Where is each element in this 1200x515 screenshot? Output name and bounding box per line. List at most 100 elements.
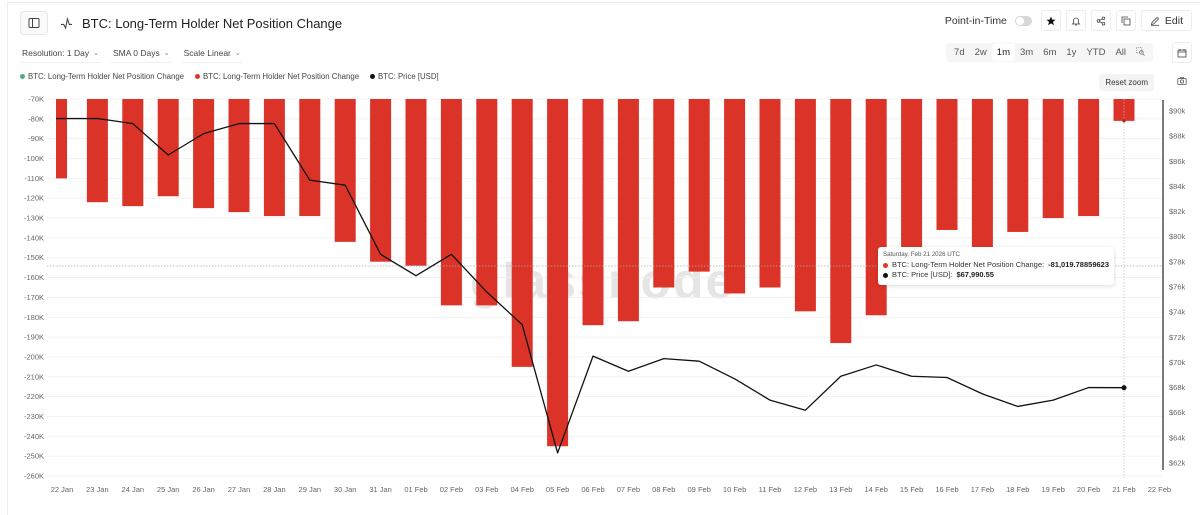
bell-icon xyxy=(1071,17,1081,25)
legend-item-lth-green[interactable]: BTC: Long-Term Holder Net Position Chang… xyxy=(20,72,184,81)
share-icon xyxy=(1096,16,1106,25)
range-6m[interactable]: 6m xyxy=(1043,47,1057,58)
y-axis-left-tick: -220K xyxy=(24,392,44,401)
chart-legend: BTC: Long-Term Holder Net Position Chang… xyxy=(20,72,439,81)
bar[interactable] xyxy=(971,99,993,248)
toggle-sidebar-button[interactable] xyxy=(20,11,48,35)
x-axis-tick: 10 Feb xyxy=(723,485,746,494)
sidebar-icon xyxy=(28,18,40,28)
bar[interactable] xyxy=(547,99,569,447)
date-picker-button[interactable] xyxy=(1172,42,1192,63)
bar[interactable] xyxy=(901,99,923,248)
favorite-button[interactable] xyxy=(1040,10,1061,31)
bar[interactable] xyxy=(759,99,781,288)
sma-value: SMA 0 Days xyxy=(112,48,160,58)
bar[interactable] xyxy=(157,99,179,197)
screenshot-button[interactable] xyxy=(1174,74,1190,88)
legend-dot xyxy=(20,74,25,79)
copy-button[interactable] xyxy=(1115,10,1136,31)
y-axis-left-tick: -200K xyxy=(24,352,44,361)
legend-label: BTC: Long-Term Holder Net Position Chang… xyxy=(203,72,360,81)
legend-item-lth-red[interactable]: BTC: Long-Term Holder Net Position Chang… xyxy=(195,72,359,81)
bar[interactable] xyxy=(440,99,462,306)
bar[interactable] xyxy=(794,99,816,312)
chart-controls: Resolution: 1 Day ⌄ SMA 0 Days ⌄ Scale Lin… xyxy=(20,46,243,63)
share-button[interactable] xyxy=(1090,10,1111,31)
y-axis-left-tick: -250K xyxy=(24,452,44,461)
range-2w[interactable]: 2w xyxy=(974,47,987,58)
price-line xyxy=(56,117,1125,454)
x-axis-tick: 24 Jan xyxy=(122,485,145,494)
range-1m[interactable]: 1m xyxy=(991,44,1015,61)
bar[interactable] xyxy=(653,99,675,288)
resolution-dropdown[interactable]: Resolution: 1 Day ⌄ xyxy=(20,46,101,63)
bar[interactable] xyxy=(56,99,67,179)
camera-icon xyxy=(1177,76,1187,85)
bar[interactable] xyxy=(1042,99,1064,219)
y-axis-left-tick: -190K xyxy=(24,333,44,342)
bar[interactable] xyxy=(1007,99,1029,232)
zoom-select-button[interactable] xyxy=(1131,44,1150,62)
bar[interactable] xyxy=(688,99,710,272)
legend-dot xyxy=(195,74,201,79)
bar[interactable] xyxy=(405,99,427,266)
range-7d[interactable]: 7d xyxy=(954,47,965,58)
y-axis-right-tick: $72k xyxy=(1169,333,1186,342)
y-axis-right-tick: $64k xyxy=(1169,433,1186,442)
bar[interactable] xyxy=(122,99,144,207)
y-axis-left-tick: -80K xyxy=(28,114,44,123)
x-axis-tick: 26 Jan xyxy=(192,485,215,494)
bar[interactable] xyxy=(1113,99,1135,121)
point-in-time-toggle[interactable] xyxy=(1014,15,1032,26)
y-axis-left-tick: -180K xyxy=(24,313,44,322)
y-axis-left-tick: -120K xyxy=(24,194,44,203)
bar[interactable] xyxy=(936,99,958,230)
reset-zoom-button[interactable]: Reset zoom xyxy=(1099,74,1154,91)
edit-button[interactable]: Edit xyxy=(1140,10,1192,31)
bar[interactable] xyxy=(617,99,639,322)
bar[interactable] xyxy=(724,99,746,294)
x-axis-tick: 17 Feb xyxy=(971,485,994,494)
bar[interactable] xyxy=(334,99,356,242)
bar[interactable] xyxy=(370,99,392,262)
tooltip-date: Saturday, Feb 21 2026 UTC xyxy=(883,251,960,258)
legend-item-price[interactable]: BTC: Price [USD] xyxy=(370,72,439,81)
y-axis-right-tick: $84k xyxy=(1169,182,1186,191)
bar[interactable] xyxy=(582,99,604,326)
bar[interactable] xyxy=(86,99,108,203)
bar[interactable] xyxy=(193,99,215,209)
range-all[interactable]: All xyxy=(1115,47,1126,58)
price-marker xyxy=(1121,385,1127,391)
bar[interactable] xyxy=(228,99,250,213)
legend-label: BTC: Long-Term Holder Net Position Chang… xyxy=(28,72,185,81)
range-3m[interactable]: 3m xyxy=(1019,47,1034,58)
alert-button[interactable] xyxy=(1065,10,1086,31)
y-axis-right-tick: $82k xyxy=(1169,207,1186,216)
bar[interactable] xyxy=(299,99,321,217)
bar[interactable] xyxy=(476,99,498,306)
y-axis-right-tick: $90k xyxy=(1169,107,1186,116)
bar[interactable] xyxy=(511,99,533,367)
bar[interactable] xyxy=(830,99,852,344)
tooltip-dot xyxy=(883,272,888,278)
sma-dropdown[interactable]: SMA 0 Days ⌄ xyxy=(110,46,172,63)
range-1y[interactable]: 1y xyxy=(1066,47,1077,58)
y-axis-right-tick: $66k xyxy=(1169,408,1186,417)
x-axis-tick: 18 Feb xyxy=(1006,485,1029,494)
range-ytd[interactable]: YTD xyxy=(1086,47,1106,58)
x-axis-tick: 04 Feb xyxy=(511,485,534,494)
x-axis-tick: 08 Feb xyxy=(652,485,675,494)
bar[interactable] xyxy=(263,99,285,217)
x-axis-tick: 22 Jan xyxy=(51,485,74,494)
bar[interactable] xyxy=(1078,99,1100,217)
x-axis-tick: 31 Jan xyxy=(369,485,392,494)
time-range-selector: 7d 2w 1m 3m 6m 1y YTD All xyxy=(946,43,1153,62)
x-axis-tick: 01 Feb xyxy=(404,485,427,494)
x-axis-tick: 28 Jan xyxy=(263,485,286,494)
scale-dropdown[interactable]: Scale Linear ⌄ xyxy=(181,46,243,63)
legend-dot xyxy=(370,74,376,79)
x-axis-tick: 30 Jan xyxy=(334,485,357,494)
resolution-value: Resolution: 1 Day xyxy=(22,48,90,58)
zoom-select-icon xyxy=(1136,46,1145,56)
